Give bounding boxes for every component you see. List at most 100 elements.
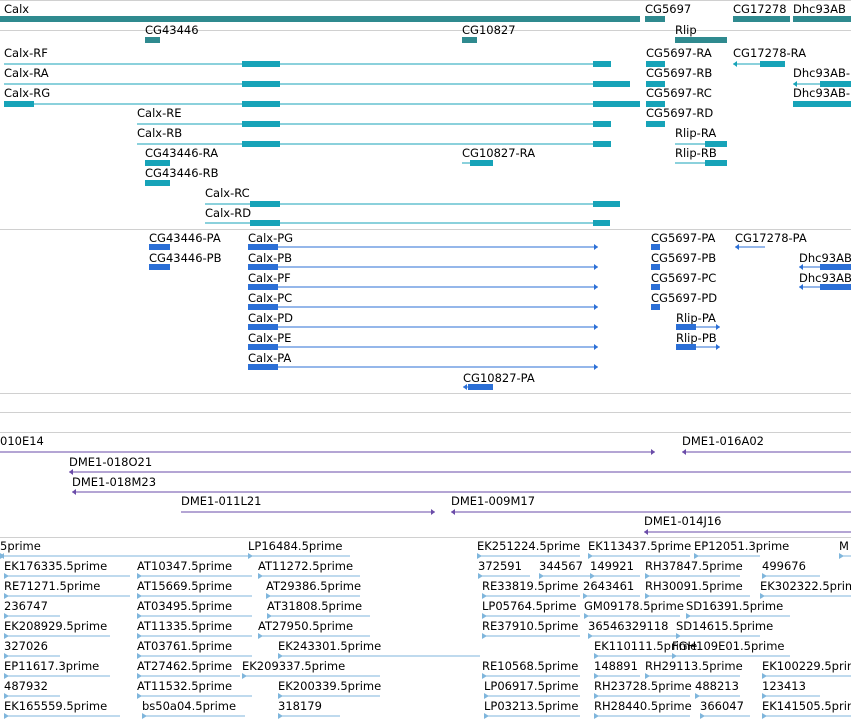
- est-bs50a04-5prime[interactable]: bs50a04.5prime: [142, 699, 245, 719]
- est-rh30091-5prime[interactable]: RH30091.5prime: [645, 579, 750, 599]
- est-ek100229-5prime[interactable]: EK100229.5prime: [762, 659, 851, 679]
- est-re71271-5prime[interactable]: RE71271.5prime: [4, 579, 130, 599]
- est-ek176335-5prime[interactable]: EK176335.5prime: [4, 559, 130, 579]
- clone-dme1-018m23[interactable]: DME1-018M23: [72, 475, 851, 495]
- transcript-rlip-rb[interactable]: Rlip-RB: [675, 146, 727, 166]
- clone-dme1-014j16[interactable]: DME1-014J16: [644, 514, 851, 535]
- est-ek208929-5prime[interactable]: EK208929.5prime: [4, 619, 110, 639]
- transcript-calx-rg[interactable]: Calx-RG: [4, 86, 640, 107]
- protein-calx-pc[interactable]: Calx-PC: [248, 291, 598, 310]
- gene-calx[interactable]: Calx: [0, 2, 640, 22]
- est-366047[interactable]: 366047: [700, 699, 750, 719]
- protein-dhc93ab[interactable]: Dhc93AB: [799, 271, 851, 290]
- est-at27462-5prime[interactable]: AT27462.5prime: [137, 659, 240, 679]
- protein-cg43446-pb[interactable]: CG43446-PB: [149, 251, 222, 270]
- transcript-calx-rb[interactable]: Calx-RB: [137, 126, 611, 147]
- transcript-calx-rf[interactable]: Calx-RF: [4, 46, 611, 67]
- est-ek165559-5prime[interactable]: EK165559.5prime: [4, 699, 120, 719]
- est-at15669-5prime[interactable]: AT15669.5prime: [137, 579, 252, 599]
- est-123413[interactable]: 123413: [762, 679, 820, 699]
- est-lp06917-5prime[interactable]: LP06917.5prime: [484, 679, 580, 699]
- est-ep11617-3prime[interactable]: EP11617.3prime: [4, 659, 110, 679]
- est-ek243301-5prime[interactable]: EK243301.5prime: [278, 639, 480, 659]
- est-lp03213-5prime[interactable]: LP03213.5prime: [484, 699, 580, 719]
- protein-calx-pa[interactable]: Calx-PA: [248, 351, 598, 370]
- transcript-cg10827-ra[interactable]: CG10827-RA: [462, 146, 535, 166]
- gene-cg10827[interactable]: CG10827: [462, 23, 516, 43]
- clone-010e14[interactable]: 010E14: [0, 434, 655, 455]
- est-rh37847-5prime[interactable]: RH37847.5prime: [645, 559, 743, 579]
- transcript-cg5697-rc[interactable]: CG5697-RC: [646, 86, 712, 107]
- protein-calx-pg[interactable]: Calx-PG: [248, 231, 598, 250]
- est-149921[interactable]: 149921: [590, 559, 640, 579]
- est-488213[interactable]: 488213: [695, 679, 740, 699]
- est-sd14615-5prime[interactable]: SD14615.5prime: [676, 619, 773, 639]
- transcript-cg43446-rb[interactable]: CG43446-RB: [145, 166, 219, 186]
- protein-cg10827-pa[interactable]: CG10827-PA: [463, 371, 535, 390]
- gene-cg17278[interactable]: CG17278: [733, 2, 790, 22]
- protein-cg5697-pb[interactable]: CG5697-PB: [651, 251, 716, 270]
- protein-calx-pf[interactable]: Calx-PF: [248, 271, 598, 290]
- gene-rlip[interactable]: Rlip: [675, 23, 727, 43]
- transcript-cg5697-rb[interactable]: CG5697-RB: [646, 66, 712, 87]
- est-at29386-5prime[interactable]: AT29386.5prime: [266, 579, 361, 599]
- transcript-rlip-ra[interactable]: Rlip-RA: [675, 126, 727, 147]
- transcript-calx-rd[interactable]: Calx-RD: [205, 206, 610, 226]
- transcript-cg17278-ra[interactable]: CG17278-RA: [733, 46, 806, 67]
- transcript-cg5697-ra[interactable]: CG5697-RA: [646, 46, 712, 67]
- est-36546329118[interactable]: 36546329118: [588, 619, 680, 639]
- est-372591[interactable]: 372591: [478, 559, 530, 579]
- transcript-dhc93ab[interactable]: Dhc93AB-: [793, 86, 851, 107]
- est-at11272-5prime[interactable]: AT11272.5prime: [258, 559, 360, 579]
- est-rh29113-5prime[interactable]: RH29113.5prime: [645, 659, 743, 679]
- est-327026[interactable]: 327026: [4, 639, 60, 659]
- est-487932[interactable]: 487932: [4, 679, 60, 699]
- est-ek200339-5prime[interactable]: EK200339.5prime: [278, 679, 381, 699]
- protein-dhc93ab[interactable]: Dhc93AB: [799, 251, 851, 270]
- est-5prime[interactable]: 5prime: [0, 539, 250, 559]
- est-lp05764-5prime[interactable]: LP05764.5prime: [482, 599, 580, 619]
- protein-calx-pe[interactable]: Calx-PE: [248, 331, 598, 350]
- gene-cg43446[interactable]: CG43446: [145, 23, 199, 43]
- transcript-cg43446-ra[interactable]: CG43446-RA: [145, 146, 218, 166]
- est-fgh109e01-5prime[interactable]: FGH109E01.5prime: [672, 639, 790, 659]
- est-sd16391-5prime[interactable]: SD16391.5prime: [686, 599, 790, 619]
- protein-cg5697-pc[interactable]: CG5697-PC: [651, 271, 716, 290]
- gene-cg5697[interactable]: CG5697: [645, 2, 691, 22]
- est-re37910-5prime[interactable]: RE37910.5prime: [482, 619, 580, 639]
- est-rh23728-5prime[interactable]: RH23728.5prime: [594, 679, 692, 699]
- est-236747[interactable]: 236747: [4, 599, 60, 619]
- transcript-dhc93ab[interactable]: Dhc93AB-: [793, 66, 851, 87]
- est-re10568-5prime[interactable]: RE10568.5prime: [482, 659, 580, 679]
- est-re33819-5prime[interactable]: RE33819.5prime: [482, 579, 580, 599]
- est-ek251224-5prime[interactable]: EK251224.5prime: [477, 539, 580, 559]
- clone-dme1-009m17[interactable]: DME1-009M17: [451, 494, 851, 515]
- est-at31808-5prime[interactable]: AT31808.5prime: [267, 599, 370, 619]
- transcript-calx-ra[interactable]: Calx-RA: [4, 66, 630, 87]
- est-at11335-5prime[interactable]: AT11335.5prime: [137, 619, 252, 639]
- est-at27950-5prime[interactable]: AT27950.5prime: [258, 619, 370, 639]
- est-ek113437-5prime[interactable]: EK113437.5prime: [588, 539, 691, 559]
- est-at03495-5prime[interactable]: AT03495.5prime: [137, 599, 252, 619]
- est-rh28440-5prime[interactable]: RH28440.5prime: [594, 699, 692, 719]
- est-ek209337-5prime[interactable]: EK209337.5prime: [242, 659, 380, 679]
- est-at03761-5prime[interactable]: AT03761.5prime: [137, 639, 252, 659]
- est-344567[interactable]: 344567: [539, 559, 590, 579]
- est-m[interactable]: M: [839, 539, 851, 559]
- est-148891[interactable]: 148891: [594, 659, 640, 679]
- est-499676[interactable]: 499676: [762, 559, 820, 579]
- protein-cg5697-pa[interactable]: CG5697-PA: [651, 231, 716, 250]
- est-2643461[interactable]: 2643461: [583, 579, 640, 599]
- transcript-calx-re[interactable]: Calx-RE: [137, 106, 611, 127]
- protein-rlip-pb[interactable]: Rlip-PB: [676, 331, 720, 350]
- gene-dhc93ab[interactable]: Dhc93AB: [793, 2, 851, 22]
- est-at10347-5prime[interactable]: AT10347.5prime: [137, 559, 252, 579]
- est-gm09178-5prime[interactable]: GM09178.5prime: [584, 599, 684, 619]
- protein-calx-pb[interactable]: Calx-PB: [248, 251, 598, 270]
- clone-dme1-018o21[interactable]: DME1-018O21: [69, 455, 851, 475]
- clone-dme1-011l21[interactable]: DME1-011L21: [181, 494, 435, 515]
- est-318179[interactable]: 318179: [278, 699, 340, 719]
- est-lp16484-5prime[interactable]: LP16484.5prime: [248, 539, 350, 559]
- transcript-cg5697-rd[interactable]: CG5697-RD: [646, 106, 713, 127]
- protein-rlip-pa[interactable]: Rlip-PA: [676, 311, 720, 330]
